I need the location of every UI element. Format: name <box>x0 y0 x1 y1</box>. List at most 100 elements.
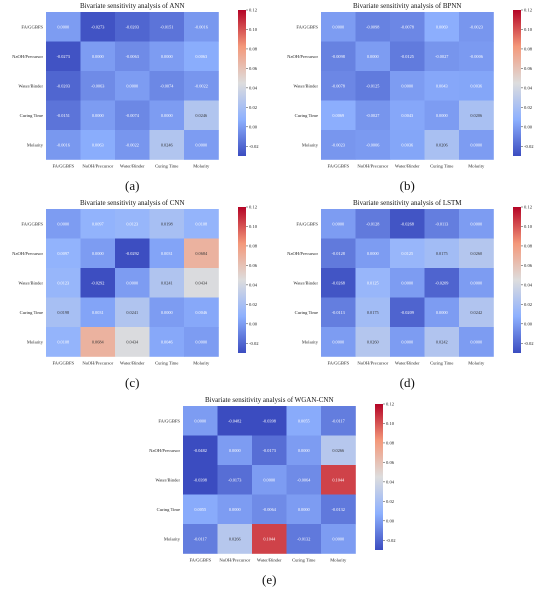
cell-value-label: 0.0097 <box>92 221 105 226</box>
cell-value-label: 0.0043 <box>401 113 413 118</box>
heatmap-cell <box>355 297 391 328</box>
heatmap-cell <box>183 465 218 495</box>
cell-value-label: 0.0036 <box>470 83 483 88</box>
heatmap-cell <box>217 494 253 525</box>
heatmap-svg: Bivariate sensitivity analysis of WGAN-C… <box>149 396 396 587</box>
cell-value-label: 0.0125 <box>401 251 413 256</box>
heatmap-cell <box>184 100 219 131</box>
heatmap-cell <box>115 100 150 131</box>
colorbar-tick-label: 0.04 <box>524 85 533 90</box>
y-tick-label: FA/GGBFS <box>21 221 43 226</box>
heatmap-cell <box>80 327 116 357</box>
heatmap-cell <box>80 297 116 328</box>
colorbar <box>238 207 246 353</box>
x-tick-label: NaOH/Precursor <box>357 361 388 366</box>
cell-value-label: 0.0000 <box>126 83 138 88</box>
colorbar-tick-label: 0.00 <box>249 124 258 129</box>
heatmap-cell <box>355 327 391 357</box>
x-tick-label: Molarity <box>468 164 485 169</box>
heatmap-cell <box>390 297 425 328</box>
cell-value-label: 0.0043 <box>436 83 448 88</box>
cell-value-label: -0.0209 <box>435 280 448 285</box>
cell-value-label: 0.0260 <box>470 251 482 256</box>
chart-title: Bivariate sensitivity analysis of BPNN <box>353 2 462 10</box>
cell-value-label: 0.0123 <box>126 221 138 226</box>
y-tick-label: Water/Binder <box>293 83 318 88</box>
heatmap-cell <box>459 209 494 239</box>
panel-label: (c) <box>125 375 139 390</box>
heatmap-cell <box>459 327 494 357</box>
cell-value-label: -0.0128 <box>366 221 379 226</box>
heatmap-cell <box>424 209 460 239</box>
heatmap-cell <box>355 41 391 72</box>
heatmap-cell <box>355 209 391 239</box>
heatmap-panel-wgan-cnn: Bivariate sensitivity analysis of WGAN-C… <box>137 394 412 591</box>
cell-value-label: 0.0000 <box>367 54 379 59</box>
cell-value-label: 0.0000 <box>332 339 344 344</box>
colorbar-tick-label: -0.02 <box>386 538 396 543</box>
colorbar-tick-label: 0.04 <box>386 479 395 484</box>
heatmap-cell <box>459 71 494 101</box>
heatmap-cell <box>286 435 322 466</box>
y-tick-label: Molarity <box>164 536 181 541</box>
heatmap-cell <box>252 435 287 466</box>
cell-value-label: 0.0000 <box>401 339 413 344</box>
cell-value-label: 0.0206 <box>470 113 483 118</box>
heatmap-cell <box>390 41 425 72</box>
heatmap-cell <box>46 130 81 160</box>
cell-value-label: -0.0292 <box>126 251 139 256</box>
cell-value-label: -0.0078 <box>332 83 345 88</box>
heatmap-panel-bpnn: Bivariate sensitivity analysis of BPNN 0.… <box>275 0 550 197</box>
cell-value-label: 0.0125 <box>367 280 379 285</box>
cell-value-label: -0.0098 <box>332 54 345 59</box>
y-tick-label: FA/GGBFS <box>158 418 180 423</box>
heatmap-cell <box>183 406 218 436</box>
cell-value-label: 0.0000 <box>126 280 138 285</box>
y-tick-label: Water/Binder <box>18 83 43 88</box>
cell-value-label: 0.0000 <box>332 221 344 226</box>
heatmap-cell <box>149 327 185 357</box>
cell-value-label: -0.0173 <box>228 477 241 482</box>
colorbar-tick-label: 0.12 <box>386 402 395 407</box>
heatmap-cell <box>355 268 391 298</box>
colorbar-tick-label: 0.04 <box>249 282 258 287</box>
cell-value-label: 0.0000 <box>229 448 241 453</box>
heatmap-cell <box>46 41 81 72</box>
y-tick-label: NaOH/Precursor <box>12 251 43 256</box>
heatmap-panel-ann: Bivariate sensitivity analysis of ANN 0.0… <box>0 0 275 197</box>
x-tick-label: FA/GGBFS <box>52 164 74 169</box>
heatmap-cell <box>390 209 425 239</box>
cell-value-label: 0.0000 <box>470 221 482 226</box>
cell-value-label: 0.0000 <box>470 142 482 147</box>
colorbar-tick-label: 0.08 <box>386 441 395 446</box>
cell-value-label: -0.0482 <box>228 418 241 423</box>
heatmap-cell <box>217 406 253 436</box>
cell-value-label: 0.0246 <box>195 113 208 118</box>
cell-value-label: 0.0046 <box>161 339 174 344</box>
heatmap-cell <box>115 327 150 357</box>
heatmap-cell <box>459 41 494 72</box>
cell-value-label: -0.0074 <box>126 113 140 118</box>
cell-value-label: 0.0000 <box>470 339 482 344</box>
heatmap-panel-lstm: Bivariate sensitivity analysis of LSTM 0.… <box>275 197 550 394</box>
heatmap-cell <box>424 41 460 72</box>
cell-value-label: -0.0398 <box>263 418 276 423</box>
colorbar-tick-label: 0.10 <box>386 421 395 426</box>
x-tick-label: Water/Binder <box>120 361 145 366</box>
chart-title: Bivariate sensitivity analysis of WGAN-C… <box>205 396 334 404</box>
cell-value-label: 0.0000 <box>401 83 413 88</box>
cell-value-label: 0.0055 <box>194 507 206 512</box>
cell-value-label: 0.0036 <box>401 142 414 147</box>
heatmap-cell <box>321 130 356 160</box>
heatmap-cell <box>321 71 356 101</box>
cell-value-label: -0.0273 <box>91 24 104 29</box>
cell-value-label: 0.0063 <box>195 54 207 59</box>
cell-value-label: 0.0434 <box>195 280 208 285</box>
heatmap-cell <box>321 238 356 269</box>
heatmap-cell <box>321 100 356 131</box>
cell-value-label: -0.0064 <box>297 477 311 482</box>
heatmap-cell <box>459 130 494 160</box>
heatmap-cell <box>184 209 219 239</box>
cell-value-label: -0.0398 <box>194 477 207 482</box>
cell-value-label: 0.0108 <box>57 339 69 344</box>
